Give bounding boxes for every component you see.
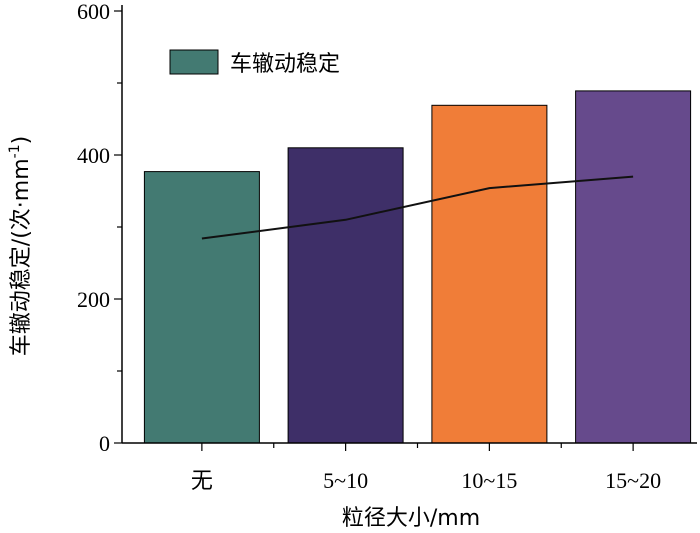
x-tick-label: 5~10 (323, 468, 368, 493)
y-axis-title-end: ) (9, 136, 34, 145)
x-tick-label: 10~15 (461, 468, 517, 493)
y-tick-label: 0 (99, 431, 110, 456)
bar-3 (575, 90, 692, 444)
y-tick-label: 200 (77, 287, 110, 312)
legend: 车辙动稳定 (169, 49, 340, 77)
y-axis-title-sup: -1 (7, 144, 23, 158)
y-axis-title: 车辙动稳定/(次·mm-1) (7, 136, 34, 356)
bar-0 (143, 171, 260, 444)
trend-line-group (201, 175, 634, 240)
legend-label: 车辙动稳定 (230, 52, 340, 77)
x-tick-label: 15~20 (605, 468, 661, 493)
bars-group (143, 90, 692, 444)
trend-line (201, 175, 634, 240)
x-tick-label: 无 (191, 468, 213, 493)
bar-1 (287, 147, 404, 444)
bar-2 (431, 104, 548, 444)
y-tick-label: 600 (77, 0, 110, 24)
y-tick-label: 400 (77, 143, 110, 168)
x-axis-title: 粒径大小/mm (342, 506, 480, 531)
y-axis-title-main: 车辙动稳定/(次·mm (9, 158, 34, 356)
legend-swatch (169, 49, 219, 75)
axes-group: 0 200 400 600 无 5~10 10~15 15~20 (77, 0, 697, 493)
